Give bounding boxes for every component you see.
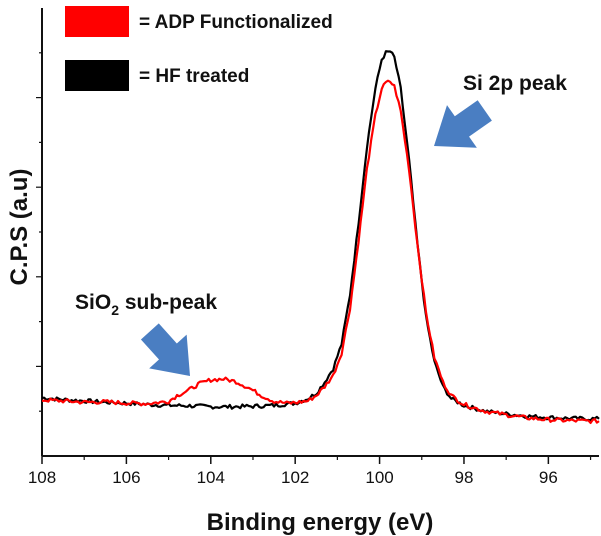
series-group	[41, 50, 600, 424]
annotation-arrow-sio2-shape	[140, 323, 190, 376]
annotation-arrow-si2p-shape	[434, 100, 492, 148]
x-tick-label: 96	[539, 468, 558, 487]
legend-swatch-adp	[65, 6, 129, 37]
x-tick-label: 98	[455, 468, 474, 487]
annotation-arrow-sio2	[140, 323, 190, 376]
legend-label-hf: = HF treated	[139, 66, 249, 87]
x-tick-label: 100	[365, 468, 393, 487]
annotation-sio2: SiO2 sub-peak	[75, 291, 217, 318]
x-tick-label: 108	[28, 468, 56, 487]
series-line-adp-functionalized	[41, 79, 600, 424]
series-line-hf-treated	[41, 50, 600, 422]
x-tick-label: 104	[197, 468, 225, 487]
legend-label-adp: = ADP Functionalized	[139, 12, 333, 33]
x-tick-label: 106	[112, 468, 140, 487]
annotation-si2p: Si 2p peak	[463, 72, 567, 95]
y-axis-title: C.P.S (a.u)	[6, 169, 33, 286]
x-tick-label: 102	[281, 468, 309, 487]
x-axis-title: Binding energy (eV)	[207, 509, 434, 536]
legend-swatch-hf	[65, 60, 129, 91]
annotation-arrow-si2p	[434, 100, 492, 148]
annotation-arrows	[140, 100, 492, 376]
ticks: 108 106 104 102 100 98 96	[28, 52, 592, 487]
legend: = ADP Functionalized = HF treated	[65, 6, 333, 91]
